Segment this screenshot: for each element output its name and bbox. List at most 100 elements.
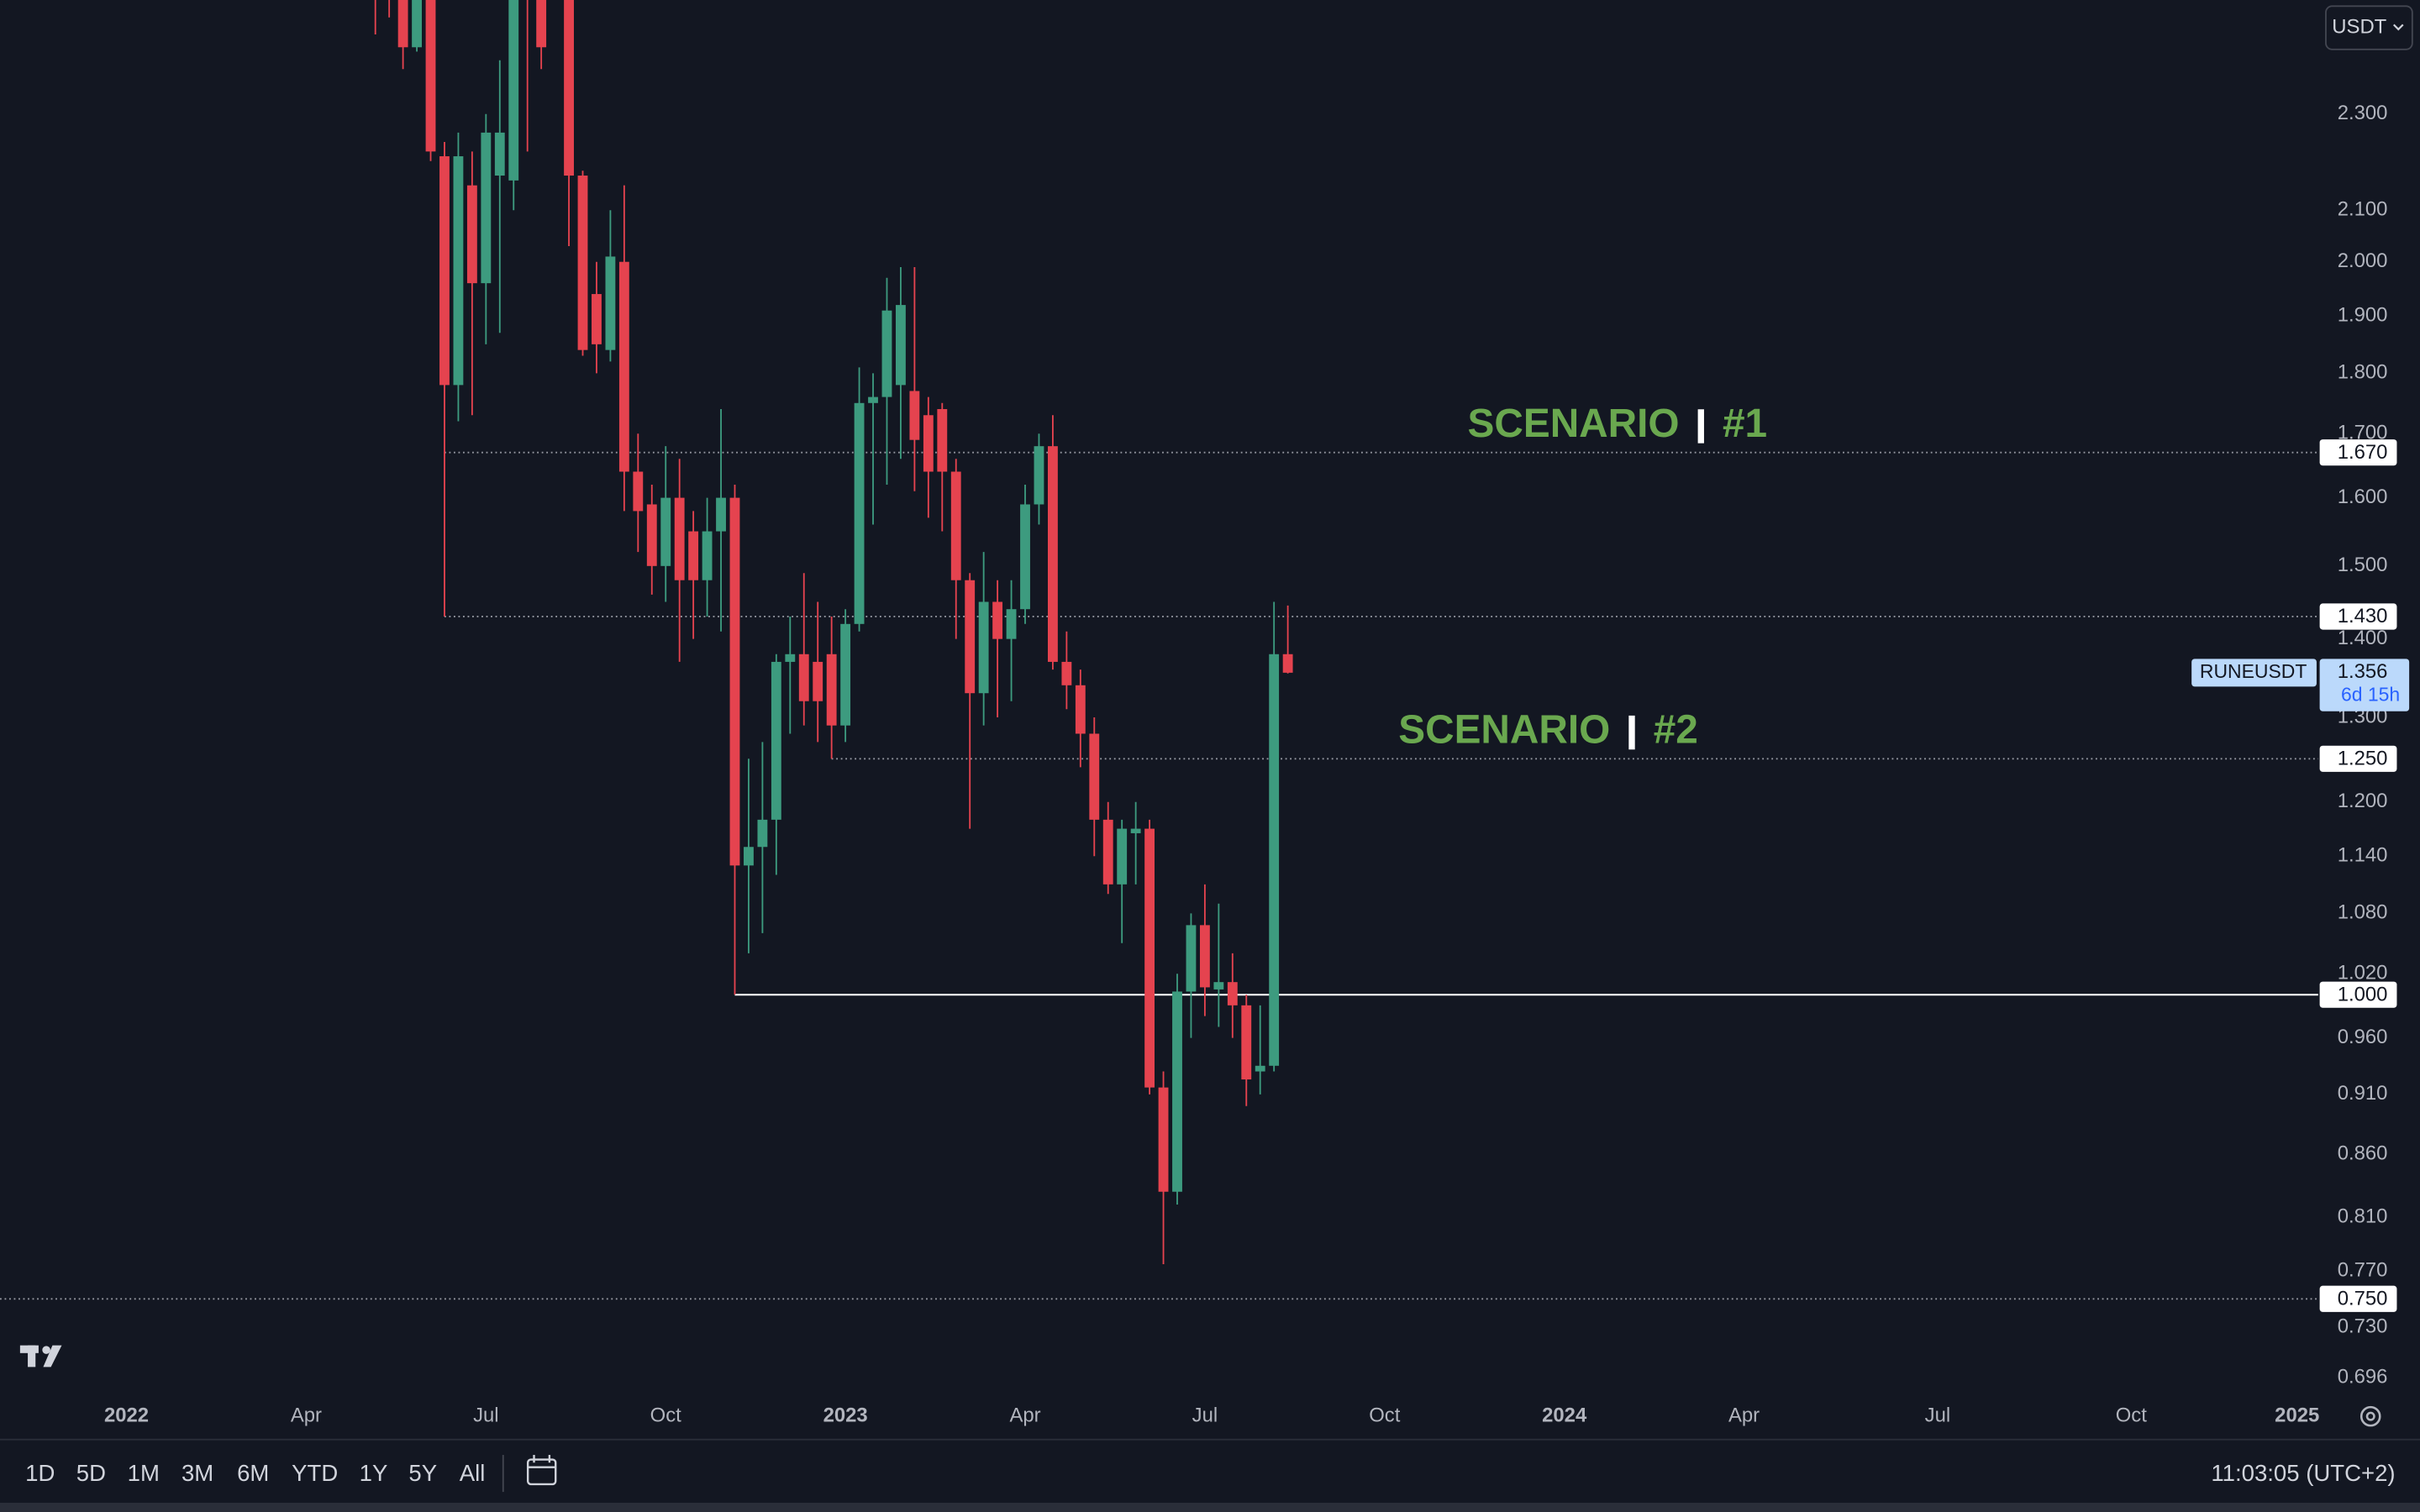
annotation-text: SCENARIO <box>1468 402 1680 446</box>
annotation-tag: #1 <box>1723 402 1767 446</box>
level-tag <box>2319 603 2397 630</box>
range-button[interactable]: 1Y <box>360 1460 388 1486</box>
x-tick-label: Oct <box>2116 1404 2147 1426</box>
candle-body <box>439 156 450 386</box>
currency-label[interactable]: USDT <box>2332 15 2386 38</box>
candle-body <box>965 580 976 694</box>
annotation-separator <box>1628 715 1635 750</box>
y-tick-label: 1.140 <box>2338 844 2388 867</box>
candle-body <box>1213 982 1224 990</box>
y-tick-label: 0.910 <box>2338 1082 2388 1105</box>
candle-body <box>1075 685 1086 734</box>
level-tag <box>2319 981 2397 1008</box>
x-tick-label: 2024 <box>1542 1404 1587 1426</box>
level-label: 1.430 <box>2338 605 2388 627</box>
x-tick-label: 2023 <box>823 1404 868 1426</box>
level-label: 1.000 <box>2338 983 2388 1005</box>
candle-body <box>1034 446 1044 505</box>
x-tick-label: Apr <box>1728 1404 1760 1426</box>
candle-body <box>412 0 422 48</box>
candle-body <box>453 156 464 386</box>
candle-body <box>1158 1087 1169 1192</box>
x-tick-label: Oct <box>1369 1404 1400 1426</box>
candle-body <box>1282 654 1293 673</box>
y-tick-label: 0.770 <box>2338 1258 2388 1281</box>
candle-body <box>1144 828 1155 1088</box>
currency-button[interactable] <box>2325 5 2413 50</box>
candle-body <box>592 294 602 344</box>
candle-body <box>937 409 948 472</box>
candle-body <box>813 661 823 701</box>
calendar-icon[interactable] <box>526 1455 557 1486</box>
candle-body <box>757 819 768 848</box>
range-button[interactable]: 5Y <box>408 1460 437 1486</box>
range-button[interactable]: All <box>460 1460 486 1486</box>
candle-body <box>1061 661 1072 685</box>
candle-body <box>1020 504 1030 610</box>
candle-body <box>1047 446 1058 662</box>
candle-body <box>881 310 892 397</box>
range-button[interactable]: 6M <box>237 1460 269 1486</box>
symbol-label: RUNEUSDT <box>2200 660 2307 682</box>
candle-body <box>1130 828 1141 833</box>
axis-layer: 2.3002.1002.0001.9001.8001.7001.6001.500… <box>104 102 2410 1426</box>
range-button[interactable]: 3M <box>182 1460 213 1486</box>
candle-body <box>798 654 809 701</box>
candle-body <box>688 531 699 580</box>
candle-body <box>950 471 961 580</box>
candle-body <box>923 415 934 472</box>
candle-body <box>605 256 616 350</box>
candle-body <box>1089 733 1100 820</box>
x-tick-label: Apr <box>291 1404 322 1426</box>
clock: 11:03:05 (UTC+2) <box>2211 1460 2395 1486</box>
level-label: 1.250 <box>2338 748 2388 770</box>
candle-body <box>1241 1005 1252 1080</box>
y-tick-label: 1.800 <box>2338 361 2388 384</box>
logo <box>19 1345 62 1368</box>
candle-body <box>826 654 837 726</box>
candle-body <box>1199 925 1210 988</box>
candle-body <box>660 497 671 566</box>
candle-body <box>716 497 726 532</box>
range-button[interactable]: YTD <box>292 1460 338 1486</box>
x-tick-label: 2025 <box>2275 1404 2319 1426</box>
level-tag <box>2319 745 2397 772</box>
level-label: 1.670 <box>2338 441 2388 464</box>
range-button[interactable]: 1M <box>128 1460 160 1486</box>
range-button[interactable]: 5D <box>76 1460 106 1486</box>
y-tick-label: 1.020 <box>2338 962 2388 984</box>
y-tick-label: 1.200 <box>2338 790 2388 812</box>
candle-body <box>397 0 408 48</box>
candle-body <box>564 0 574 176</box>
price-label: 1.356 <box>2338 660 2388 683</box>
y-tick-label: 1.400 <box>2338 627 2388 649</box>
y-tick-label: 1.600 <box>2338 486 2388 508</box>
candle-body <box>744 847 754 866</box>
range-button[interactable]: 1D <box>25 1460 55 1486</box>
y-tick-label: 0.960 <box>2338 1026 2388 1048</box>
candle-body <box>1172 991 1182 1192</box>
candle-body <box>1269 654 1280 1066</box>
levels-layer: SCENARIO #1 SCENARIO #2 <box>0 402 2318 1300</box>
x-tick-label: Jul <box>1925 1404 1951 1426</box>
candle-body <box>909 391 920 440</box>
annotation-tag: #2 <box>1654 708 1698 753</box>
candle-body <box>481 132 492 284</box>
level-tag <box>2319 439 2397 466</box>
bottom-strip <box>0 1502 2420 1512</box>
x-tick-label: Jul <box>1192 1404 1218 1426</box>
candle-body <box>618 261 629 472</box>
y-tick-label: 2.000 <box>2338 249 2388 272</box>
candle-body <box>646 504 657 566</box>
y-tick-label: 1.900 <box>2338 304 2388 327</box>
candle-body <box>896 305 906 386</box>
y-tick-label: 2.100 <box>2338 198 2388 221</box>
x-tick-label: Apr <box>1009 1404 1040 1426</box>
y-tick-label: 1.080 <box>2338 901 2388 924</box>
settings-icon[interactable] <box>2360 1405 2381 1427</box>
x-tick-label: Oct <box>650 1404 681 1426</box>
candle-body <box>978 601 989 694</box>
candle-body <box>536 0 547 48</box>
